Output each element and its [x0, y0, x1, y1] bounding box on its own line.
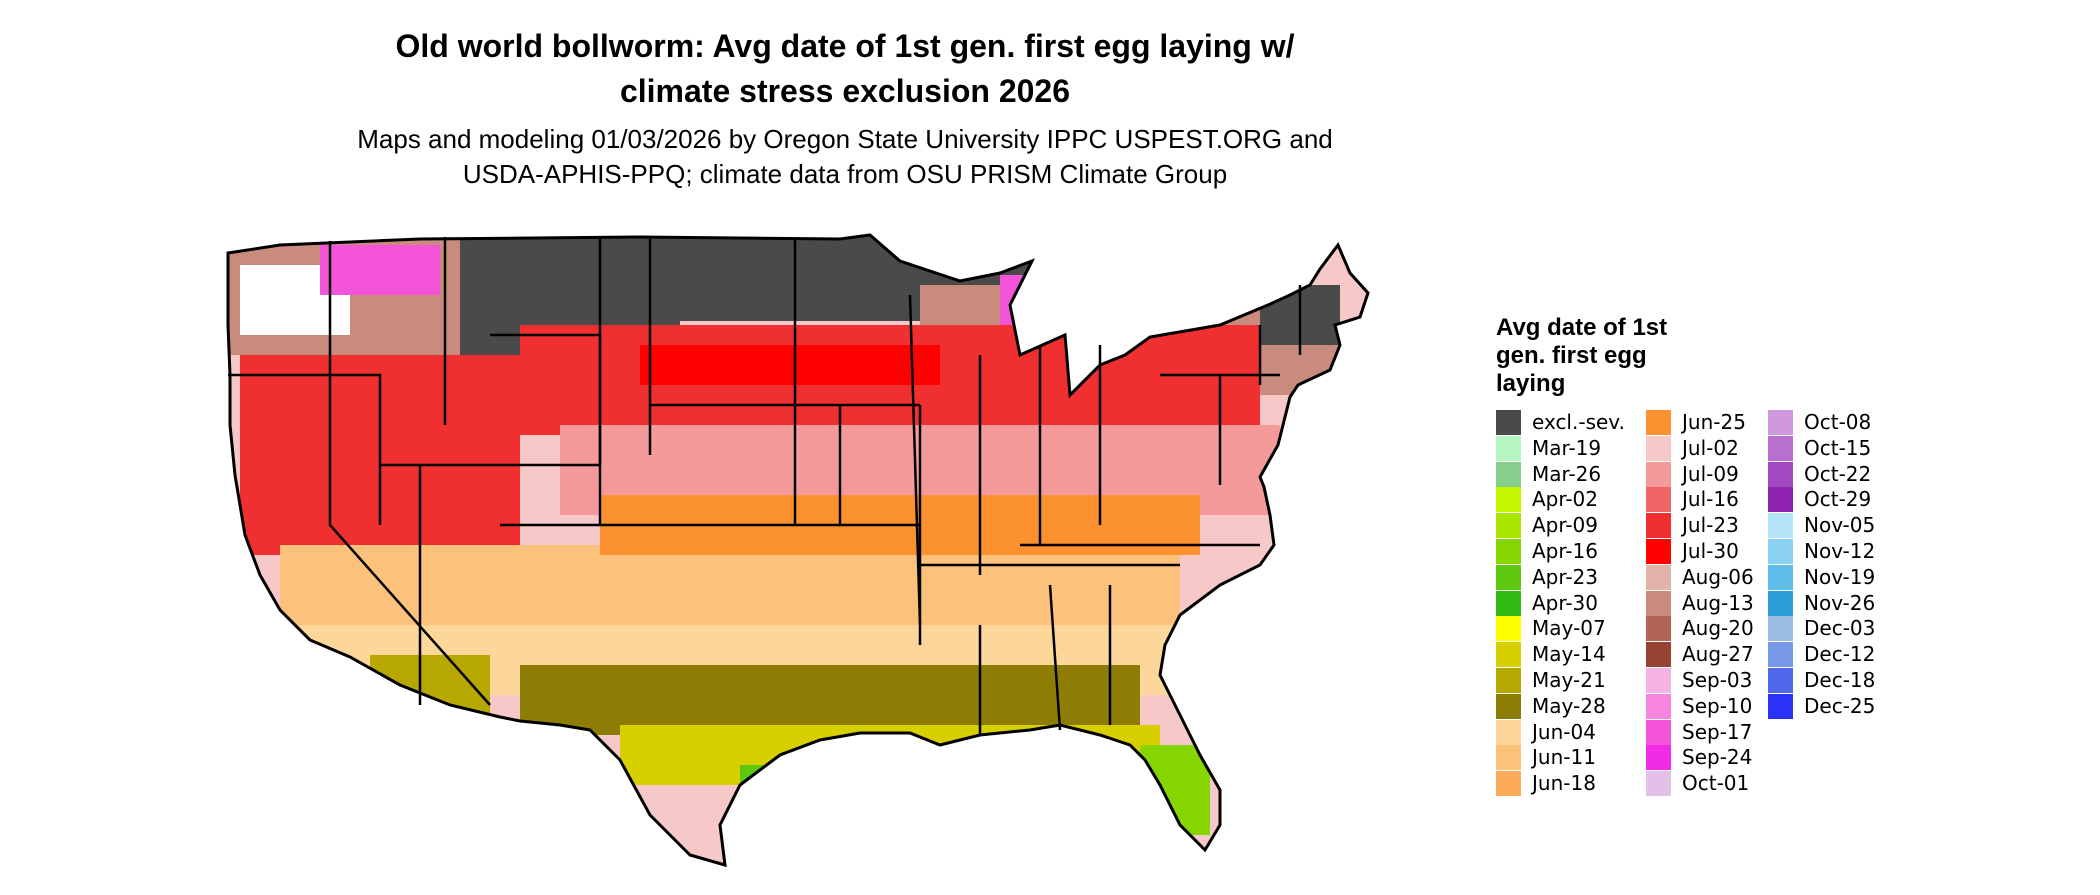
legend-swatch [1496, 461, 1521, 487]
legend-label: Jul-30 [1682, 538, 1739, 563]
legend-label: excl.-sev. [1532, 410, 1625, 434]
map-fill [228, 235, 1368, 865]
legend-label: Aug-20 [1682, 616, 1754, 641]
legend-swatch [1768, 410, 1793, 435]
legend-title-line-2: gen. first egg [1496, 342, 1647, 369]
us-map [226, 233, 1370, 867]
legend-swatch [1646, 590, 1671, 616]
legend-swatch [1496, 642, 1521, 668]
legend-label: Jul-16 [1682, 487, 1739, 512]
legend-swatch [1496, 435, 1521, 461]
legend-swatch [1768, 513, 1793, 539]
map-title-line-1: Old world bollworm: Avg date of 1st gen.… [395, 28, 1295, 64]
legend-swatch [1496, 538, 1521, 564]
legend-swatch [1496, 719, 1521, 745]
legend-label: Sep-17 [1682, 719, 1753, 744]
legend-swatch [1646, 616, 1671, 642]
legend-swatch [1496, 487, 1521, 513]
legend-label: May-21 [1532, 667, 1606, 692]
legend-label: Dec-18 [1804, 667, 1876, 692]
legend-label: May-07 [1532, 616, 1606, 641]
legend-label: Nov-19 [1804, 564, 1876, 589]
legend-label: Jul-23 [1682, 513, 1739, 538]
legend-swatch [1768, 616, 1793, 642]
map-subtitle-line-2: USDA-APHIS-PPQ; climate data from OSU PR… [462, 159, 1228, 189]
legend-label: Mar-19 [1532, 435, 1602, 460]
legend-swatch [1646, 538, 1671, 564]
legend-swatch [1768, 538, 1793, 564]
legend-label: Nov-26 [1804, 590, 1876, 615]
legend-label: Jul-02 [1682, 435, 1739, 460]
legend-label: Apr-02 [1532, 487, 1598, 512]
legend-label: Sep-24 [1682, 745, 1753, 770]
legend-title: Avg date of 1st gen. first egg laying [1496, 314, 1736, 398]
legend-label: Jun-04 [1532, 719, 1596, 744]
legend-label: Apr-16 [1532, 538, 1598, 563]
legend-label: Oct-15 [1804, 435, 1872, 460]
legend-label: Apr-09 [1532, 513, 1598, 538]
legend-label: Oct-01 [1682, 771, 1750, 796]
map-title-line-2: climate stress exclusion 2026 [619, 73, 1071, 109]
legend-swatch [1646, 564, 1671, 590]
legend-swatch [1496, 771, 1521, 797]
legend-swatch [1768, 642, 1793, 668]
legend-label: Aug-06 [1682, 564, 1754, 589]
legend-title-line-3: laying [1496, 370, 1566, 397]
legend-label: Dec-03 [1804, 616, 1876, 641]
legend-swatch [1646, 719, 1671, 745]
legend-label: Mar-26 [1532, 461, 1602, 486]
legend-swatch [1496, 590, 1521, 616]
legend-label: Nov-05 [1804, 513, 1876, 538]
legend-swatch [1496, 693, 1521, 719]
legend-swatch [1768, 435, 1793, 461]
legend-swatch [1496, 667, 1521, 693]
legend-label: Oct-29 [1804, 487, 1872, 512]
legend-swatch [1768, 564, 1793, 590]
legend-swatch [1768, 693, 1793, 719]
map-subtitle: Maps and modeling 01/03/2026 by Oregon S… [290, 122, 1400, 192]
legend-label: Oct-08 [1804, 410, 1872, 434]
legend-swatch [1496, 616, 1521, 642]
legend-swatch [1646, 771, 1671, 797]
state-borders [228, 237, 1302, 735]
legend-label: Oct-22 [1804, 461, 1872, 486]
legend-swatch [1496, 410, 1521, 435]
legend-label: May-14 [1532, 642, 1606, 667]
legend-label: Jun-11 [1532, 745, 1596, 770]
legend-swatch [1496, 513, 1521, 539]
legend-swatch [1646, 461, 1671, 487]
legend-label: Apr-23 [1532, 564, 1598, 589]
legend-swatch [1496, 745, 1521, 771]
legend-label: Jun-25 [1682, 410, 1746, 434]
legend-label: Apr-30 [1532, 590, 1598, 615]
legend-swatch [1646, 745, 1671, 771]
legend-label: Dec-25 [1804, 693, 1876, 718]
legend-swatch [1646, 513, 1671, 539]
legend-label: Nov-12 [1804, 538, 1876, 563]
legend-label: Jul-09 [1682, 461, 1739, 486]
legend-swatch [1646, 487, 1671, 513]
legend-label: Aug-13 [1682, 590, 1754, 615]
legend-swatch [1496, 564, 1521, 590]
legend-swatch [1768, 487, 1793, 513]
legend-title-line-1: Avg date of 1st [1496, 314, 1668, 341]
legend-swatch [1646, 410, 1671, 435]
legend-swatch [1646, 435, 1671, 461]
legend-label: Jun-18 [1532, 771, 1596, 796]
legend-swatch [1646, 642, 1671, 668]
legend-label: Aug-27 [1682, 642, 1754, 667]
legend-swatch [1646, 693, 1671, 719]
map-subtitle-line-1: Maps and modeling 01/03/2026 by Oregon S… [357, 124, 1333, 154]
legend-label: Sep-10 [1682, 693, 1753, 718]
legend-swatch [1768, 590, 1793, 616]
legend-label: May-28 [1532, 693, 1606, 718]
legend-swatch [1768, 667, 1793, 693]
legend-label: Sep-03 [1682, 667, 1753, 692]
legend-swatch [1768, 461, 1793, 487]
legend-label: Dec-12 [1804, 642, 1876, 667]
legend-swatch [1646, 667, 1671, 693]
map-title: Old world bollworm: Avg date of 1st gen.… [320, 24, 1370, 114]
